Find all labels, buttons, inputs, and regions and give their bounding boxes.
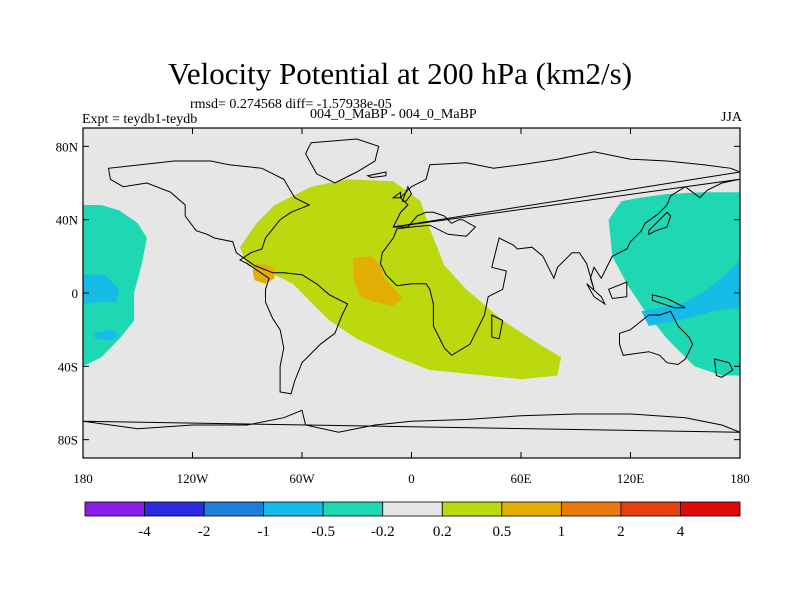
- colorbar-label: 4: [677, 524, 685, 540]
- colorbar-box: [501, 501, 562, 517]
- colorbar-box: [203, 501, 265, 517]
- period-label: 004_0_MaBP - 004_0_MaBP: [310, 107, 477, 122]
- velocity-potential-positive-0.2-0.5-africa-eurasia: [240, 179, 562, 380]
- x-tick-label: 120W: [177, 471, 210, 486]
- colorbar-label: 0.5: [492, 524, 511, 540]
- coastline-6: [648, 211, 672, 236]
- colorbar-label: -1: [257, 524, 270, 540]
- velocity-potential-negative-0.5-1-west-pacific: [641, 260, 740, 326]
- coastline-11: [83, 409, 740, 433]
- coastline-0: [107, 160, 349, 395]
- colorbar-box: [441, 501, 503, 517]
- chart-title: Velocity Potential at 200 hPa (km2/s): [167, 56, 633, 91]
- velocity-potential-0.5-1-africa: [353, 256, 403, 306]
- x-tick-label: 0: [408, 471, 415, 486]
- colorbar-label: -4: [138, 524, 151, 540]
- colorbar-label: 1: [558, 524, 566, 540]
- coastline-12: [401, 185, 413, 202]
- y-tick-label: 0: [72, 286, 79, 301]
- y-tick-label: 80N: [56, 139, 79, 154]
- y-tick-label: 80S: [58, 433, 78, 448]
- coastline-8: [607, 281, 628, 300]
- colorbar-box: [382, 501, 443, 517]
- x-tick-label: 180: [730, 471, 750, 486]
- coastline-7: [586, 283, 607, 306]
- colorbar-box: [84, 501, 145, 517]
- colorbar-box: [322, 501, 384, 517]
- velocity-potential-negative-0.5-1-east-pacific-small: [92, 329, 120, 341]
- x-tick-label: 60E: [511, 471, 532, 486]
- coastline-14: [366, 171, 387, 179]
- colorbar-label: -2: [198, 524, 211, 540]
- coastline-1: [305, 138, 380, 184]
- rmsd-diff-stats: rmsd= 0.274568 diff= -1.57938e-05: [190, 97, 392, 112]
- colorbar-box: [560, 501, 622, 517]
- velocity-potential-negative-0.5-1-east-pacific: [83, 274, 120, 304]
- colorbar-label: -0.2: [371, 524, 395, 540]
- coastline-10: [713, 358, 734, 378]
- colorbar-label: 2: [617, 524, 625, 540]
- season-label: JJA: [720, 110, 742, 125]
- coastline-5: [619, 310, 694, 366]
- velocity-potential-negative-0.2-0.5-west-pacific: [608, 192, 740, 376]
- coastline-9: [651, 294, 686, 309]
- colorbar-box: [620, 501, 681, 517]
- x-tick-label: 60W: [289, 471, 315, 486]
- y-tick-label: 40N: [56, 213, 79, 228]
- colorbar-box: [263, 501, 324, 517]
- colorbar-label: 0.2: [433, 524, 452, 540]
- colorbar-box: [680, 501, 741, 517]
- colorbar-label: -0.5: [311, 524, 335, 540]
- colorbar-box: [144, 501, 205, 517]
- x-tick-label: 120E: [617, 471, 645, 486]
- coastline-3: [379, 178, 740, 356]
- coastline-13: [391, 191, 402, 199]
- coastline-4: [491, 314, 504, 340]
- y-tick-label: 40S: [58, 359, 78, 374]
- experiment-label: Expt = teydb1-teydb: [82, 112, 198, 127]
- coastline-2: [392, 151, 740, 228]
- x-tick-label: 180: [73, 471, 93, 486]
